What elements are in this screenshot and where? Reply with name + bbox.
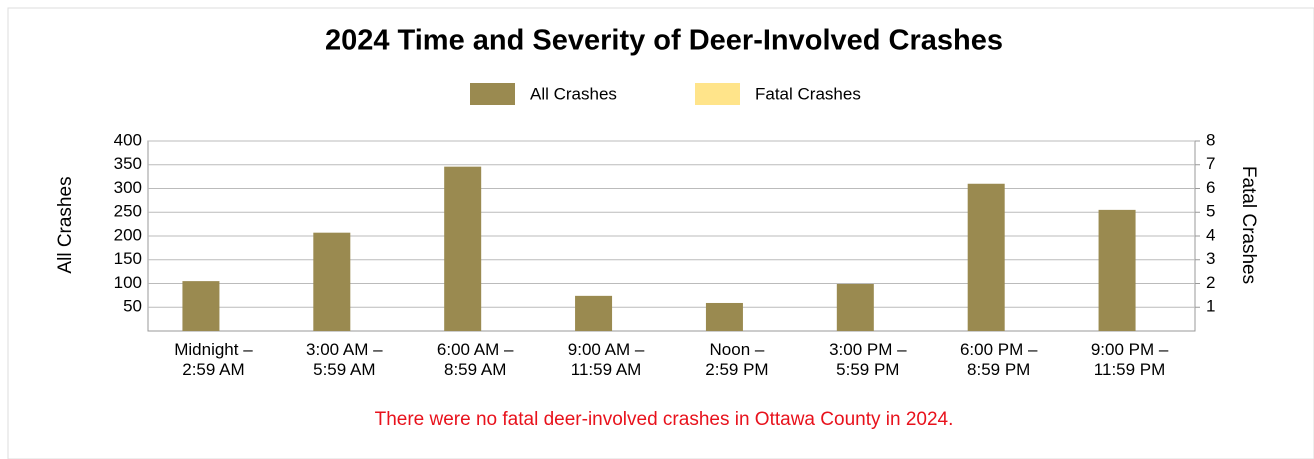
x-tick-label: 6:00 PM – 8:59 PM — [959, 340, 1038, 379]
x-tick-label: 6:00 AM – 8:59 AM — [436, 340, 514, 379]
bar — [313, 232, 351, 331]
x-tick-label: 9:00 PM – 11:59 PM — [1090, 340, 1169, 379]
chart-title: 2024 Time and Severity of Deer-Involved … — [325, 25, 1003, 57]
x-tick-label: 9:00 AM – 11:59 AM — [567, 340, 645, 379]
legend-label: Fatal Crashes — [755, 84, 861, 103]
y-tick-label: 150 — [114, 249, 142, 268]
legend-swatch — [695, 83, 740, 105]
bar — [444, 166, 482, 331]
y-tick-label: 100 — [114, 273, 142, 292]
y2-tick-label: 2 — [1206, 273, 1215, 292]
legend-label: All Crashes — [530, 84, 617, 103]
legend-swatch — [470, 83, 515, 105]
bar — [836, 283, 874, 331]
y-tick-label: 400 — [114, 130, 142, 149]
x-tick-label: Noon – 2:59 PM — [705, 340, 769, 379]
bar — [1098, 209, 1136, 331]
y2-tick-label: 3 — [1206, 249, 1215, 268]
y-tick-label: 200 — [114, 225, 142, 244]
y-tick-label: 250 — [114, 202, 142, 221]
y-tick-label: 50 — [123, 297, 142, 316]
y2-tick-label: 6 — [1206, 178, 1215, 197]
bar — [705, 302, 743, 331]
y-tick-label: 300 — [114, 178, 142, 197]
bar — [182, 281, 220, 331]
y-tick-label: 350 — [114, 154, 142, 173]
x-tick-label: 3:00 PM – 5:59 PM — [829, 340, 907, 379]
annotation: There were no fatal deer-involved crashe… — [375, 409, 954, 430]
y2-tick-label: 8 — [1206, 130, 1215, 149]
y2-axis-label: Fatal Crashes — [1238, 166, 1259, 284]
bar — [575, 295, 613, 331]
x-tick-label: Midnight – 2:59 AM — [174, 340, 253, 379]
y2-tick-label: 4 — [1206, 225, 1215, 244]
frame — [7, 7, 1314, 459]
bar — [967, 183, 1005, 331]
y2-tick-label: 7 — [1206, 154, 1215, 173]
y-axis-label: All Crashes — [55, 176, 76, 273]
y2-tick-label: 5 — [1206, 202, 1215, 221]
y2-tick-label: 1 — [1206, 297, 1215, 316]
x-tick-label: 3:00 AM – 5:59 AM — [306, 340, 383, 379]
